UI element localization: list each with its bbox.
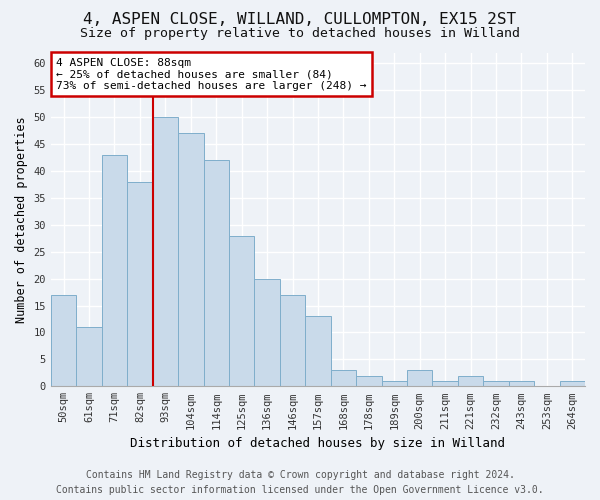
Bar xyxy=(382,381,407,386)
Bar xyxy=(356,376,382,386)
Bar xyxy=(331,370,356,386)
Bar xyxy=(280,295,305,386)
Bar xyxy=(102,155,127,386)
Text: 4, ASPEN CLOSE, WILLAND, CULLOMPTON, EX15 2ST: 4, ASPEN CLOSE, WILLAND, CULLOMPTON, EX1… xyxy=(83,12,517,28)
Text: Size of property relative to detached houses in Willand: Size of property relative to detached ho… xyxy=(80,28,520,40)
Bar xyxy=(433,381,458,386)
Bar xyxy=(152,117,178,386)
Bar xyxy=(127,182,152,386)
Bar xyxy=(458,376,483,386)
Bar xyxy=(483,381,509,386)
Bar xyxy=(76,327,102,386)
Bar xyxy=(229,236,254,386)
Bar xyxy=(51,295,76,386)
X-axis label: Distribution of detached houses by size in Willand: Distribution of detached houses by size … xyxy=(130,437,505,450)
Y-axis label: Number of detached properties: Number of detached properties xyxy=(15,116,28,322)
Bar xyxy=(254,278,280,386)
Bar xyxy=(305,316,331,386)
Bar xyxy=(178,134,203,386)
Bar xyxy=(407,370,433,386)
Bar xyxy=(509,381,534,386)
Text: Contains HM Land Registry data © Crown copyright and database right 2024.
Contai: Contains HM Land Registry data © Crown c… xyxy=(56,470,544,495)
Bar xyxy=(560,381,585,386)
Bar xyxy=(203,160,229,386)
Text: 4 ASPEN CLOSE: 88sqm
← 25% of detached houses are smaller (84)
73% of semi-detac: 4 ASPEN CLOSE: 88sqm ← 25% of detached h… xyxy=(56,58,367,90)
